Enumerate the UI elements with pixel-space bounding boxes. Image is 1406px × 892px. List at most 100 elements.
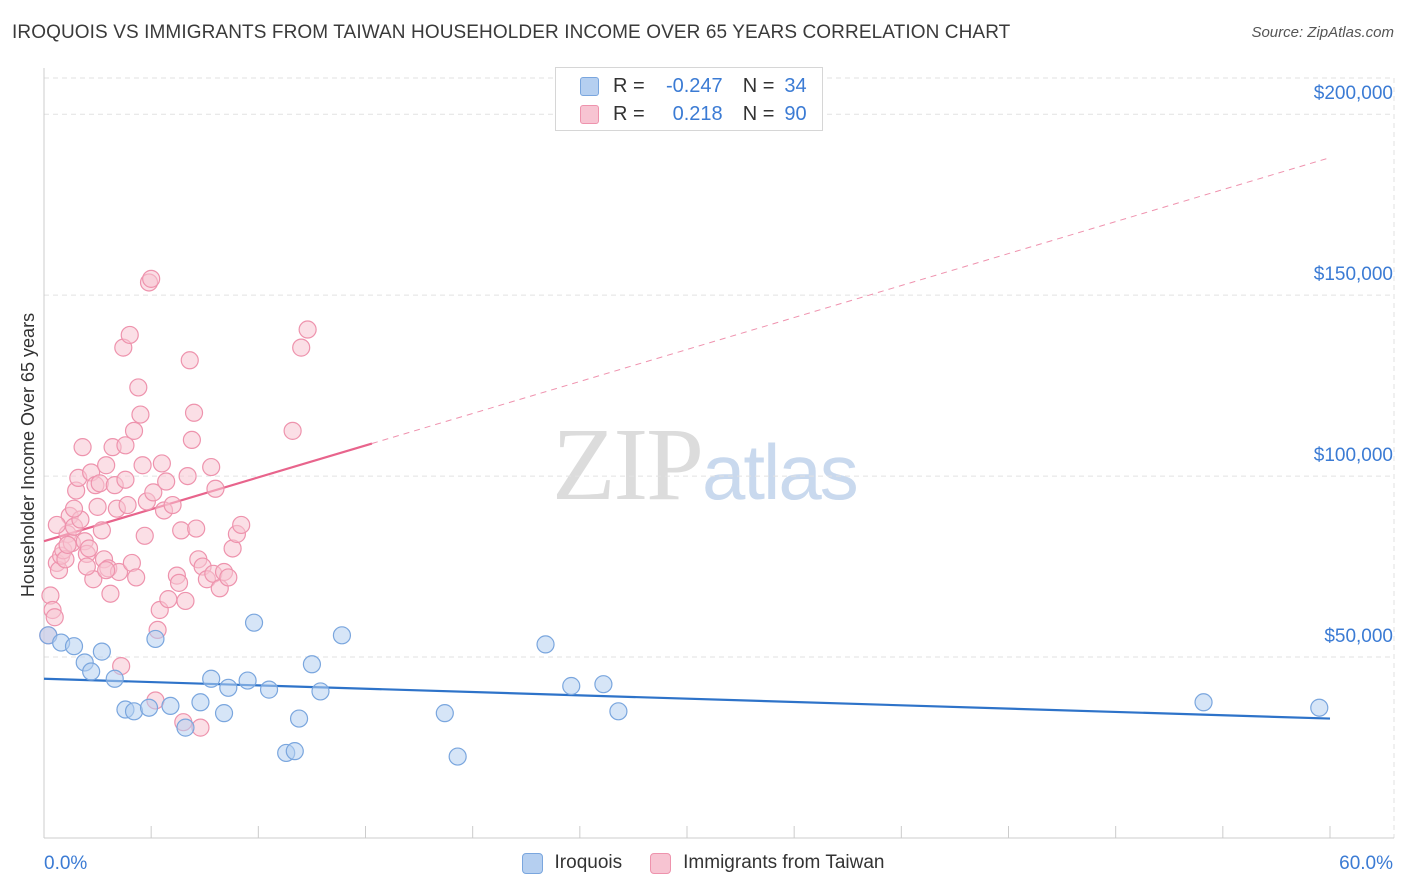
iroquois-swatch	[580, 76, 599, 96]
iroquois-point	[1310, 698, 1329, 717]
taiwan-point	[202, 457, 221, 477]
taiwan-point	[58, 535, 77, 554]
axis-labels: $50,000 $100,000 $150,000 $200,000 0.0% 60.0%…	[18, 83, 1393, 874]
source-label: Source: ZipAtlas.com	[1251, 24, 1394, 41]
taiwan-point	[116, 470, 135, 489]
iroquois-point	[82, 662, 101, 681]
iroquois-point	[448, 747, 467, 766]
taiwan-legend-swatch	[650, 852, 672, 874]
trend-lines	[43, 157, 1331, 720]
taiwan-point	[118, 495, 137, 515]
taiwan-point	[90, 474, 109, 493]
taiwan-point	[97, 561, 116, 580]
taiwan-point	[88, 497, 107, 516]
taiwan-point	[144, 483, 163, 502]
grid	[44, 77, 1395, 838]
taiwan-point	[135, 526, 154, 545]
legend-r-value: -0.247	[665, 74, 723, 97]
taiwan-point	[206, 479, 225, 498]
iroquois-point	[1194, 693, 1213, 712]
iroquois-point	[244, 613, 264, 632]
legend-n-label: N =	[742, 74, 775, 97]
iroquois-point	[238, 671, 257, 690]
legend-r-label: R =	[613, 74, 645, 97]
taiwan-point	[283, 421, 302, 440]
legend-n-label: N =	[742, 102, 775, 125]
iroquois-point	[609, 702, 628, 721]
taiwan-point	[172, 521, 191, 540]
taiwan-point	[64, 499, 84, 518]
y-axis-label: Householder Income Over 65 years	[18, 313, 38, 597]
y-tick-label: $100,000	[1314, 445, 1393, 466]
taiwan-point	[97, 456, 116, 475]
series-name: Immigrants from Taiwan	[683, 852, 885, 873]
iroquois-point	[92, 642, 111, 661]
taiwan-point	[142, 269, 161, 288]
taiwan-point	[129, 378, 148, 397]
iroquois-point	[435, 704, 454, 723]
iroquois-trend-line	[43, 677, 1331, 720]
taiwan-point	[116, 436, 135, 455]
iroquois-point	[332, 626, 352, 645]
series-legend-taiwan[interactable]: Immigrants from Taiwan	[650, 852, 884, 874]
taiwan-point	[292, 338, 311, 357]
taiwan-point	[47, 515, 66, 535]
watermark-atlas: atlas	[702, 428, 859, 516]
taiwan-point	[124, 421, 144, 440]
iroquois-point	[594, 675, 613, 694]
iroquois-point	[214, 704, 234, 723]
taiwan-point	[178, 466, 197, 486]
taiwan-point	[184, 403, 204, 422]
iroquois-point	[191, 693, 210, 712]
taiwan-point	[159, 590, 178, 609]
data-points	[39, 269, 1329, 766]
iroquois-point	[105, 669, 124, 688]
series-name: Iroquois	[554, 852, 623, 873]
taiwan-point	[79, 539, 99, 558]
iroquois-point	[536, 635, 555, 654]
taiwan-point	[131, 405, 150, 424]
iroquois-point	[562, 676, 581, 696]
iroquois-point	[64, 637, 84, 656]
taiwan-point	[187, 519, 206, 538]
taiwan-point	[92, 521, 111, 540]
series-legend: Iroquois Immigrants from Taiwan	[0, 852, 1406, 874]
series-legend-iroquois[interactable]: Iroquois	[521, 852, 623, 874]
chart-title: IROQUOIS VS IMMIGRANTS FROM TAIWAN HOUSE…	[12, 22, 1011, 43]
legend-row-taiwan: R = 0.218 N = 90	[580, 102, 807, 126]
watermark-zip: ZIP	[552, 407, 704, 522]
axes	[43, 68, 1394, 839]
iroquois-legend-swatch	[521, 852, 543, 874]
iroquois-point	[139, 698, 159, 717]
taiwan-point	[182, 430, 201, 450]
taiwan-point	[73, 438, 92, 457]
iroquois-point	[259, 680, 279, 699]
legend-n-value: 90	[784, 102, 807, 125]
taiwan-point	[45, 608, 64, 627]
taiwan-point	[180, 351, 199, 370]
iroquois-point	[302, 655, 322, 674]
legend-r-value: 0.218	[672, 102, 723, 125]
correlation-legend: R = -0.247 N = 34 R = 0.218 N = 90	[555, 67, 823, 131]
y-tick-label: $200,000	[1314, 83, 1393, 104]
iroquois-point	[161, 696, 180, 716]
taiwan-point	[77, 557, 96, 576]
y-tick-label: $150,000	[1314, 264, 1393, 285]
taiwan-point	[163, 495, 182, 515]
iroquois-point	[219, 678, 238, 697]
iroquois-point	[289, 709, 309, 728]
legend-n-value: 34	[784, 74, 807, 97]
taiwan-point	[157, 472, 176, 491]
taiwan-point	[298, 320, 317, 339]
taiwan-point	[152, 454, 171, 473]
legend-row-iroquois: R = -0.247 N = 34	[580, 74, 807, 98]
watermark: ZIPatlas	[552, 405, 859, 524]
iroquois-point	[311, 682, 330, 701]
taiwan-point	[176, 591, 195, 611]
iroquois-point	[176, 718, 195, 737]
taiwan-swatch	[580, 104, 599, 124]
iroquois-point	[146, 629, 165, 649]
taiwan-point	[219, 568, 238, 587]
x-tick-label: 0.0%	[44, 853, 87, 874]
